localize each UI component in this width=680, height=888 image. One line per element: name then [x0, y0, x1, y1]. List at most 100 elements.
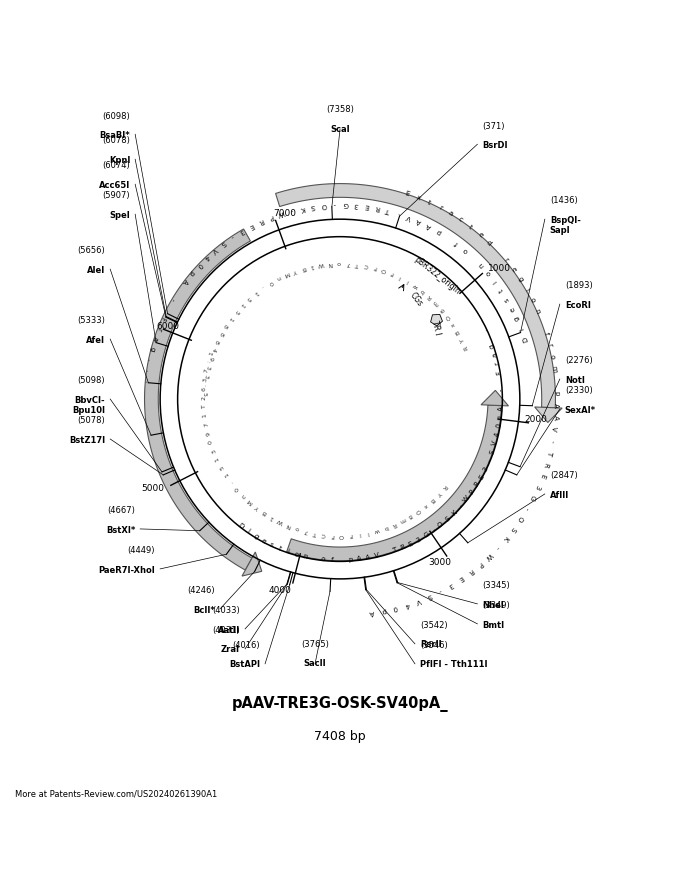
Text: W: W	[318, 261, 324, 267]
Text: Y: Y	[292, 267, 297, 274]
Text: 1000: 1000	[488, 264, 511, 273]
Text: P: P	[268, 213, 274, 220]
Text: .: .	[229, 480, 235, 484]
Text: F: F	[373, 265, 377, 270]
Text: i: i	[286, 549, 290, 555]
Text: R: R	[391, 521, 397, 527]
Polygon shape	[534, 407, 562, 423]
Text: 3: 3	[415, 536, 422, 543]
Text: pBR322_origin: pBR322_origin	[413, 255, 462, 297]
Text: 1: 1	[209, 351, 215, 356]
Text: m: m	[432, 299, 441, 307]
Text: g: g	[489, 343, 496, 349]
Text: w: w	[374, 527, 380, 533]
Text: 3: 3	[211, 448, 217, 453]
Polygon shape	[481, 391, 509, 406]
Text: a: a	[447, 210, 454, 217]
Text: P: P	[477, 560, 483, 567]
Text: i: i	[518, 327, 525, 330]
Text: T: T	[546, 450, 553, 456]
Text: P: P	[468, 488, 475, 496]
Text: SexAI*: SexAI*	[565, 395, 596, 415]
Text: 8: 8	[439, 306, 446, 313]
Text: 3: 3	[354, 202, 359, 208]
Text: f: f	[330, 557, 333, 563]
Text: g: g	[514, 315, 521, 321]
Text: (3542): (3542)	[420, 621, 447, 630]
Text: 0: 0	[496, 424, 503, 429]
Text: 1: 1	[252, 289, 258, 296]
Text: S: S	[310, 202, 316, 210]
Text: i: i	[524, 288, 530, 292]
Text: D: D	[237, 522, 245, 530]
Text: R: R	[257, 218, 264, 225]
Text: A: A	[416, 218, 423, 225]
Text: 3: 3	[238, 227, 245, 234]
Text: b: b	[383, 524, 388, 530]
Text: K: K	[451, 509, 458, 516]
Text: r: r	[546, 343, 553, 347]
Polygon shape	[242, 552, 262, 576]
Text: BclI*: BclI*	[193, 595, 215, 614]
Text: V: V	[374, 552, 380, 559]
Text: (371): (371)	[482, 122, 505, 131]
Text: C: C	[363, 263, 369, 268]
Text: S: S	[220, 239, 227, 247]
Text: I: I	[398, 274, 402, 280]
Text: 8: 8	[218, 330, 224, 337]
Text: (5333): (5333)	[78, 316, 105, 325]
Text: B: B	[301, 265, 306, 271]
Text: O: O	[321, 202, 326, 208]
Text: r: r	[503, 258, 509, 263]
Text: (5907): (5907)	[103, 192, 130, 201]
Text: n: n	[477, 261, 485, 268]
Text: e: e	[509, 305, 516, 312]
Text: E: E	[539, 472, 545, 479]
Text: V: V	[492, 440, 498, 447]
Text: pAAV-TRE3G-OSK-SV40pA_: pAAV-TRE3G-OSK-SV40pA_	[232, 696, 448, 712]
Text: 7: 7	[303, 527, 308, 534]
Text: (1893): (1893)	[565, 281, 592, 290]
Text: (5656): (5656)	[78, 246, 105, 256]
Text: Y: Y	[435, 490, 441, 496]
Text: 0: 0	[208, 440, 214, 445]
Text: r: r	[437, 204, 443, 210]
Text: s: s	[269, 542, 274, 548]
Text: t: t	[427, 199, 432, 205]
Text: 4: 4	[404, 601, 410, 608]
Text: (4031): (4031)	[212, 626, 240, 635]
Text: -: -	[431, 527, 437, 533]
Text: 1: 1	[269, 514, 275, 520]
Text: -: -	[290, 207, 294, 213]
Text: -: -	[549, 440, 555, 443]
Text: (4449): (4449)	[128, 546, 155, 555]
Text: (2847): (2847)	[550, 472, 577, 480]
Text: (6074): (6074)	[103, 162, 130, 170]
Text: o: o	[321, 556, 326, 562]
Text: n: n	[534, 308, 541, 314]
Text: b: b	[420, 288, 426, 295]
Text: t: t	[468, 224, 473, 230]
Text: -: -	[229, 234, 235, 240]
Text: o: o	[294, 525, 300, 531]
Text: Y: Y	[254, 504, 260, 511]
Text: 5000: 5000	[141, 484, 164, 493]
Text: 3: 3	[203, 374, 209, 378]
Text: 7000: 7000	[273, 209, 296, 218]
Text: A: A	[552, 415, 558, 420]
Text: o: o	[528, 297, 536, 304]
Text: 8: 8	[222, 322, 228, 329]
Text: G: G	[528, 494, 536, 502]
Text: -: -	[458, 503, 464, 509]
Text: R: R	[463, 345, 469, 351]
Text: BmtI: BmtI	[482, 610, 505, 630]
Text: i: i	[245, 528, 251, 535]
Text: E: E	[248, 222, 254, 229]
Text: EcoRI: EcoRI	[565, 290, 591, 310]
Text: r: r	[155, 326, 162, 331]
Text: (2330): (2330)	[565, 386, 592, 395]
Text: 9: 9	[207, 356, 213, 361]
Text: -: -	[494, 544, 500, 550]
Text: (5078): (5078)	[78, 416, 105, 425]
Text: N: N	[328, 260, 333, 266]
